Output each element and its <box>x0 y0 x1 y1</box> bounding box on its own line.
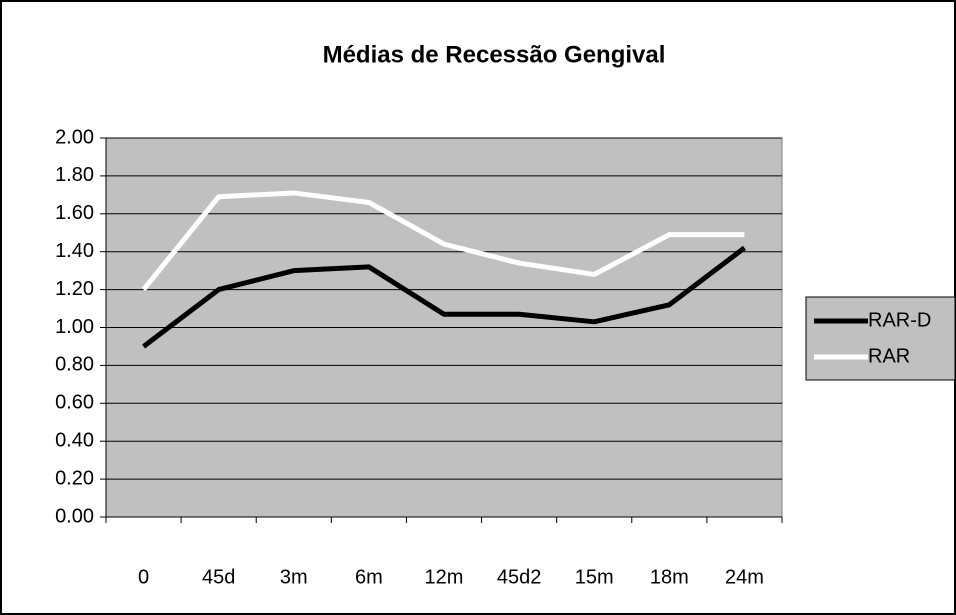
y-tick-label: 0.60 <box>55 392 94 414</box>
x-tick-label: 15m <box>575 566 614 588</box>
x-tick-label: 12m <box>425 566 464 588</box>
y-tick-label: 1.00 <box>55 316 94 338</box>
y-tick-label: 1.80 <box>55 164 94 186</box>
series-line <box>142 245 746 349</box>
series-line <box>141 190 745 292</box>
legend-label: RAR <box>868 345 910 367</box>
y-tick-label: 0.40 <box>55 429 94 451</box>
y-tick-label: 0.00 <box>55 505 94 527</box>
legend-label: RAR-D <box>868 309 931 331</box>
chart-title: Médias de Recessão Gengival <box>323 41 666 68</box>
y-tick-label: 0.80 <box>55 354 94 376</box>
x-tick-label: 18m <box>650 566 689 588</box>
x-tick-label: 0 <box>138 566 149 588</box>
x-tick-label: 3m <box>280 566 308 588</box>
y-tick-label: 1.60 <box>55 202 94 224</box>
legend <box>805 296 956 381</box>
x-tick-label: 45d <box>202 566 235 588</box>
y-tick-label: 1.20 <box>55 278 94 300</box>
x-tick-label: 6m <box>355 566 383 588</box>
x-tick-label: 24m <box>725 566 764 588</box>
x-tick-label: 45d2 <box>497 566 542 588</box>
y-tick-label: 0.20 <box>55 467 94 489</box>
y-tick-label: 1.40 <box>55 240 94 262</box>
y-tick-label: 2.00 <box>55 126 94 148</box>
